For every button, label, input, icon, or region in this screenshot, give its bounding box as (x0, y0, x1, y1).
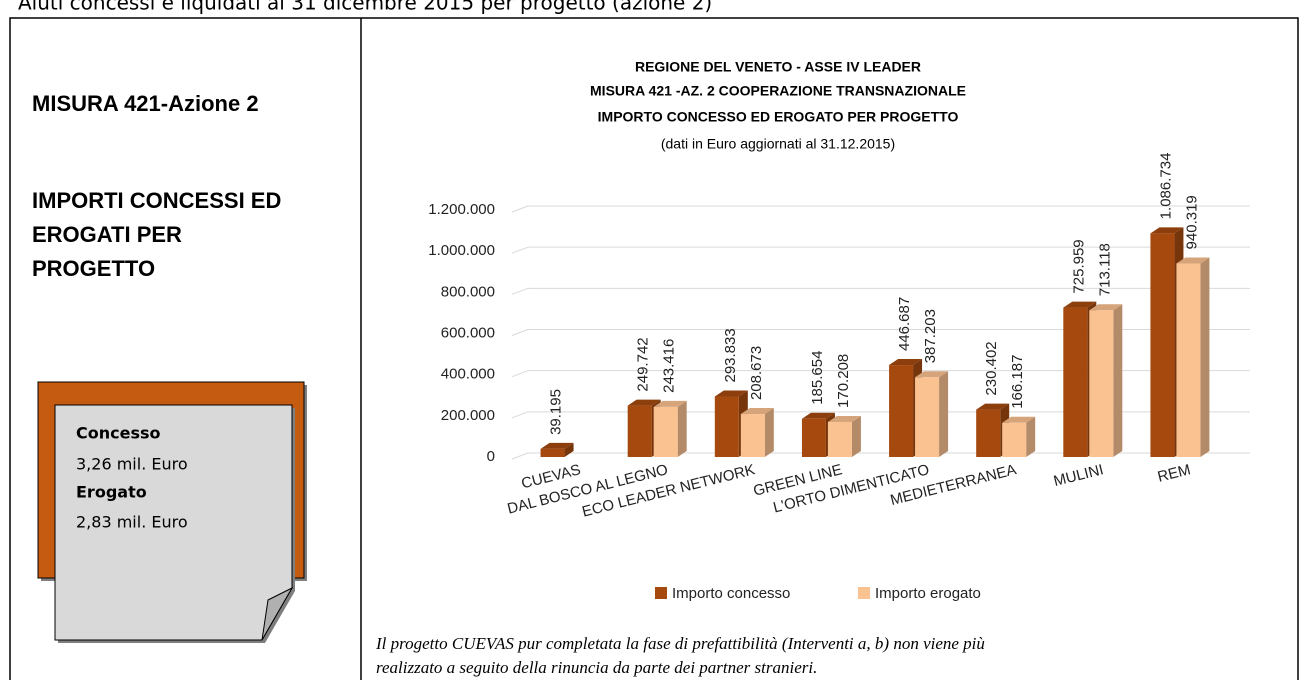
bar-top (827, 415, 861, 422)
y-tick-label: 1.200.000 (428, 201, 495, 218)
grid-line (511, 370, 529, 378)
data-label: 170.208 (835, 354, 852, 408)
bar (627, 405, 652, 457)
bar-side (939, 371, 949, 457)
note-value: 2,83 mil. Euro (76, 513, 188, 532)
bar-side (1026, 416, 1036, 457)
data-label: 725.959 (1070, 239, 1087, 293)
bar-side (1200, 257, 1210, 457)
grid-line (511, 452, 529, 460)
data-label: 166.187 (1009, 355, 1026, 409)
grid-line (511, 246, 529, 254)
bar (889, 365, 914, 457)
legend-label: Importo concesso (672, 585, 790, 602)
y-tick-label: 0 (487, 448, 495, 465)
data-label: 39.195 (548, 389, 565, 435)
bar (1002, 422, 1027, 457)
grid-line (511, 329, 529, 336)
bar-top (976, 403, 1010, 410)
bar-top (627, 399, 661, 406)
legend-swatch (858, 587, 870, 599)
chart-title: REGIONE DEL VENETO - ASSE IV LEADER (635, 59, 921, 75)
chart-title: IMPORTO CONCESSO ED EROGATO PER PROGETTO (598, 109, 959, 125)
bar (1150, 233, 1175, 457)
bar (915, 377, 940, 457)
bar (827, 421, 852, 457)
note-label: Erogato (76, 483, 147, 502)
data-label: 185.654 (809, 351, 826, 405)
grid-line (511, 287, 529, 295)
data-label: 713.118 (1096, 243, 1113, 296)
bar-top (1089, 304, 1123, 311)
data-label: 1.086.734 (1157, 153, 1174, 220)
bar-top (1063, 301, 1097, 308)
data-label: 940.319 (1183, 195, 1200, 249)
heading-line: IMPORTI CONCESSI ED (32, 188, 281, 213)
measure-title: MISURA 421-Azione 2 (32, 91, 259, 116)
footnote: realizzato a seguito della rinuncia da p… (376, 658, 817, 677)
note-value: 3,26 mil. Euro (76, 455, 188, 474)
bar-side (677, 400, 687, 457)
x-tick-label: REM (1156, 461, 1192, 486)
bar-side (851, 415, 861, 457)
bar (801, 418, 826, 457)
bar-top (801, 412, 835, 419)
bar (1176, 263, 1201, 457)
bar-top (1150, 227, 1184, 234)
x-tick-label: MULINI (1052, 461, 1105, 490)
bar-side (764, 408, 774, 457)
data-label: 208.673 (748, 346, 765, 400)
data-label: 446.687 (896, 297, 913, 351)
page-title: Aiuti concessi e liquidati al 31 dicembr… (18, 0, 712, 15)
bar (740, 414, 765, 457)
bar-top (1176, 257, 1210, 264)
chart-title: MISURA 421 -AZ. 2 COOPERAZIONE TRANSNAZI… (590, 83, 966, 99)
y-tick-label: 400.000 (441, 366, 495, 383)
bar-top (653, 400, 687, 407)
note-label: Concesso (76, 424, 161, 443)
bar-top (540, 442, 574, 449)
y-tick-label: 600.000 (441, 324, 495, 341)
bar-top (915, 371, 949, 378)
bar-top (740, 408, 774, 415)
data-label: 387.203 (922, 309, 939, 363)
data-label: 249.742 (635, 337, 652, 391)
chart-subtitle: (dati in Euro aggiornati al 31.12.2015) (661, 136, 895, 152)
bar-side (564, 442, 574, 457)
table-border (9, 17, 1299, 685)
grid-line (511, 411, 529, 419)
bar-top (889, 359, 923, 366)
bar (976, 409, 1001, 457)
bar-side (1113, 304, 1123, 457)
grid-line (511, 205, 529, 213)
bar (714, 396, 739, 457)
bar (1063, 307, 1088, 457)
data-label: 230.402 (983, 341, 1000, 395)
legend-label: Importo erogato (875, 585, 981, 602)
y-tick-label: 800.000 (441, 283, 495, 300)
bar-top (1002, 416, 1036, 423)
legend-swatch (655, 587, 667, 599)
heading-line: PROGETTO (32, 256, 155, 281)
bar (653, 406, 678, 457)
data-label: 243.416 (661, 339, 678, 393)
footnote: Il progetto CUEVAS pur completata la fas… (375, 634, 985, 653)
note-fold (261, 586, 294, 641)
bar (1089, 310, 1114, 457)
heading-line: EROGATI PER (32, 222, 182, 247)
data-label: 293.833 (722, 328, 739, 382)
y-tick-label: 200.000 (441, 407, 495, 424)
bar-top (714, 390, 748, 397)
y-tick-label: 1.000.000 (428, 242, 495, 259)
bar (540, 448, 565, 457)
